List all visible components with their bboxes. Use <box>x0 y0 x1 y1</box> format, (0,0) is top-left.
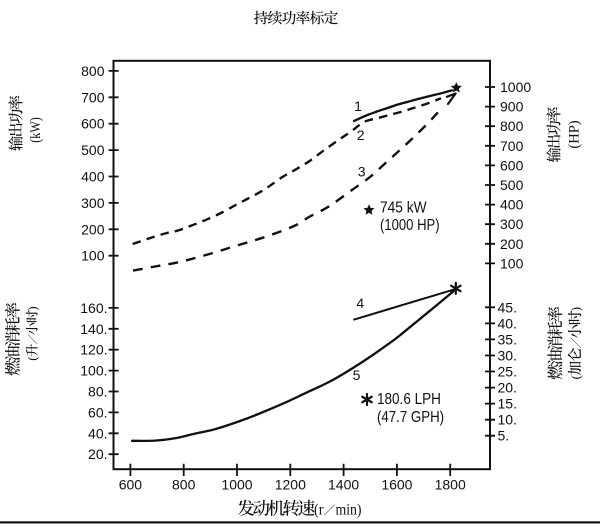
svg-text:40.: 40. <box>88 425 107 441</box>
svg-text:5.: 5. <box>498 428 510 444</box>
svg-text:100: 100 <box>500 255 524 271</box>
svg-text:25.: 25. <box>498 364 517 380</box>
svg-text:(1000 HP): (1000 HP) <box>380 217 440 234</box>
svg-text:min): min) <box>336 502 362 519</box>
svg-text:500: 500 <box>500 177 524 193</box>
svg-text:180.6 LPH: 180.6 LPH <box>377 391 441 408</box>
svg-text:2: 2 <box>357 127 365 143</box>
svg-text:1000: 1000 <box>500 79 531 95</box>
svg-text:160.: 160. <box>80 300 107 316</box>
svg-text:1400: 1400 <box>328 477 359 493</box>
svg-text:(: ( <box>568 375 583 379</box>
svg-text:400: 400 <box>500 197 524 213</box>
svg-text:20.: 20. <box>498 380 517 396</box>
svg-text:800: 800 <box>172 477 196 493</box>
svg-text:(: ( <box>25 356 40 360</box>
svg-text:(r: (r <box>314 502 324 519</box>
svg-text:120.: 120. <box>80 342 107 358</box>
svg-text:140.: 140. <box>80 321 107 337</box>
svg-text:100: 100 <box>81 248 105 264</box>
svg-text:30.: 30. <box>498 348 517 364</box>
svg-text:5: 5 <box>353 367 361 383</box>
svg-text:900: 900 <box>500 99 524 115</box>
svg-text:80.: 80. <box>88 384 107 400</box>
svg-text:15.: 15. <box>498 396 517 412</box>
svg-text:40.: 40. <box>498 315 517 331</box>
svg-text:10.: 10. <box>498 412 517 428</box>
svg-text:20.: 20. <box>88 446 107 462</box>
svg-text:300: 300 <box>500 216 524 232</box>
svg-text:745 kW: 745 kW <box>380 200 427 217</box>
svg-text:): ) <box>25 306 40 310</box>
svg-text:200: 200 <box>81 221 105 237</box>
svg-text:800: 800 <box>500 118 524 134</box>
svg-text:1: 1 <box>354 98 362 114</box>
svg-text:500: 500 <box>81 142 105 158</box>
svg-text:1600: 1600 <box>381 477 412 493</box>
svg-text:(kW): (kW) <box>28 117 44 143</box>
svg-text:600: 600 <box>500 157 524 173</box>
svg-text:300: 300 <box>81 195 105 211</box>
svg-text:800: 800 <box>81 63 105 79</box>
svg-text:600: 600 <box>119 477 143 493</box>
svg-text:1200: 1200 <box>275 477 306 493</box>
svg-text:1800: 1800 <box>435 477 466 493</box>
svg-text:700: 700 <box>81 89 105 105</box>
svg-text:700: 700 <box>500 138 524 154</box>
svg-text:45.: 45. <box>498 299 517 315</box>
svg-text:100.: 100. <box>80 363 107 379</box>
svg-text:(47.7 GPH): (47.7 GPH) <box>377 409 444 426</box>
svg-text:3: 3 <box>358 163 366 179</box>
svg-text:35.: 35. <box>498 331 517 347</box>
svg-text:600: 600 <box>81 116 105 132</box>
svg-text:60.: 60. <box>88 404 107 420</box>
svg-text:): ) <box>568 307 583 311</box>
svg-text:400: 400 <box>81 169 105 185</box>
svg-text:200: 200 <box>500 236 524 252</box>
svg-text:1000: 1000 <box>221 477 252 493</box>
svg-text:(HP): (HP) <box>567 120 583 148</box>
svg-text:4: 4 <box>356 295 364 311</box>
